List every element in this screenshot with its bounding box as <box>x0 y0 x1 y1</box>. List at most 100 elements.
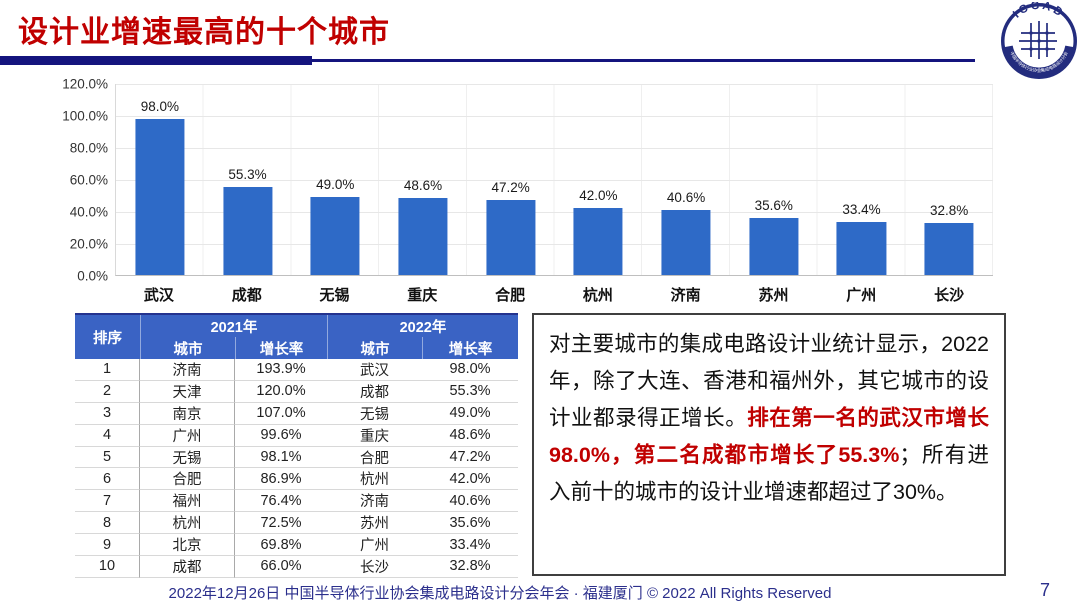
y-tick: 100.0% <box>62 108 108 124</box>
bar-value-label: 32.8% <box>930 202 969 218</box>
ic-grid-icon <box>1019 21 1057 59</box>
y-tick: 80.0% <box>69 140 108 156</box>
x-label: 武汉 <box>143 287 174 304</box>
table-subheader-city: 城市 <box>327 337 422 359</box>
bar-hangzhou <box>573 208 623 275</box>
table-header-2021: 2021年 <box>140 315 327 337</box>
table-cell-rate-2022: 42.0% <box>422 468 518 491</box>
table-cell-rank: 2 <box>75 380 140 403</box>
table-cell-rank: 1 <box>75 359 140 381</box>
table-cell-city-2021: 福州 <box>140 490 235 513</box>
bar-jinan <box>661 210 711 275</box>
table-cell-city-2021: 广州 <box>140 424 235 447</box>
y-tick: 120.0% <box>62 76 108 92</box>
table-cell-rank: 7 <box>75 490 140 513</box>
table-cell-rate-2021: 76.4% <box>235 490 327 513</box>
table-cell-rate-2022: 55.3% <box>422 380 518 403</box>
bar-slot: 98.0% <box>116 84 204 275</box>
table-cell-city-2021: 无锡 <box>140 446 235 469</box>
bar-slot: 40.6% <box>642 84 730 275</box>
table-cell-city-2022: 无锡 <box>327 402 422 425</box>
bar-slot: 55.3% <box>204 84 292 275</box>
bar-chengdu <box>222 186 273 275</box>
table-cell-rank: 4 <box>75 424 140 447</box>
table-subheader-rate: 增长率 <box>235 337 327 359</box>
table-cell-rate-2022: 33.4% <box>422 534 518 557</box>
table-subheader-city: 城市 <box>140 337 235 359</box>
bar-value-label: 47.2% <box>491 179 530 195</box>
table-cell-city-2021: 天津 <box>140 380 235 403</box>
x-label: 苏州 <box>758 287 789 304</box>
bar-guangzhou <box>836 221 887 275</box>
table-cell-rate-2021: 193.9% <box>235 359 327 381</box>
table-cell-rate-2022: 47.2% <box>422 446 518 469</box>
page-title: 设计业增速最高的十个城市 <box>18 16 390 49</box>
table-cell-rate-2021: 72.5% <box>235 512 327 535</box>
table-cell-rate-2021: 120.0% <box>235 380 327 403</box>
bar-value-label: 33.4% <box>842 201 881 217</box>
table-cell-rank: 5 <box>75 446 140 469</box>
y-tick: 0.0% <box>77 268 108 284</box>
growth-bar-chart: 120.0% 100.0% 80.0% 60.0% 40.0% 20.0% 0.… <box>60 76 995 304</box>
x-axis: 武汉 成都 无锡 重庆 合肥 杭州 济南 苏州 广州 长沙 <box>115 280 993 304</box>
table-cell-rate-2021: 66.0% <box>235 556 327 578</box>
table-cell-rank: 8 <box>75 512 140 535</box>
x-label: 广州 <box>846 287 877 304</box>
table-cell-rank: 6 <box>75 468 140 491</box>
summary-note-box: 对主要城市的集成电路设计业统计显示，2022年，除了大连、香港和福州外，其它城市… <box>532 313 1006 576</box>
table-header-rank: 排序 <box>75 315 140 359</box>
table-cell-city-2021: 杭州 <box>140 512 235 535</box>
table-cell-rank: 3 <box>75 402 140 425</box>
bar-value-label: 35.6% <box>754 198 793 214</box>
bar-value-label: 55.3% <box>228 166 267 182</box>
table-cell-city-2022: 武汉 <box>327 359 422 381</box>
bar-chongqing <box>398 197 448 275</box>
table-cell-city-2021: 合肥 <box>140 468 235 491</box>
y-tick: 60.0% <box>69 172 108 188</box>
bar-slot: 49.0% <box>291 84 379 275</box>
table-cell-city-2022: 成都 <box>327 380 422 403</box>
table-cell-city-2022: 合肥 <box>327 446 422 469</box>
bar-value-label: 40.6% <box>666 190 706 206</box>
table-cell-rate-2021: 86.9% <box>235 468 327 491</box>
bar-hefei <box>486 199 536 275</box>
bar-value-label: 42.0% <box>579 188 618 204</box>
table-cell-rate-2021: 107.0% <box>235 402 327 425</box>
table-cell-rate-2022: 32.8% <box>422 556 518 578</box>
bar-wuhan <box>135 119 185 275</box>
note-text-normal: ；所有进入前十的城市的设计业增速都超过了30%。 <box>549 443 989 504</box>
iccad-logo-icon: ICCAD 中国半导体行业协会集成电路设计分会 <box>1001 2 1077 79</box>
x-label: 重庆 <box>407 287 438 304</box>
table-cell-city-2022: 广州 <box>327 534 422 557</box>
bar-changsha <box>924 222 974 275</box>
bar-value-label: 98.0% <box>140 99 179 115</box>
table-cell-rate-2021: 99.6% <box>235 424 327 447</box>
table-cell-city-2021: 成都 <box>140 556 235 578</box>
plot-area: 98.0% 55.3% 49.0% 48.6% 47.2% 42.0% 40.6… <box>115 84 993 276</box>
bar-slot: 47.2% <box>467 84 555 275</box>
x-label: 长沙 <box>934 287 965 304</box>
bar-slot: 33.4% <box>818 84 906 275</box>
bar-wuxi <box>310 197 360 275</box>
table-cell-city-2022: 杭州 <box>327 468 422 491</box>
bar-slot: 48.6% <box>379 84 467 275</box>
bar-slot: 42.0% <box>555 84 643 275</box>
note-text-normal: 对主要城市的集成电路设计业统计显示，2022年，除了大连、香港和福州外，其它城市… <box>549 332 989 430</box>
table-subheader-rate: 增长率 <box>422 337 518 359</box>
footer-credit: 2022年12月26日 中国半导体行业协会集成电路设计分会年会 · 福建厦门 ©… <box>168 585 832 602</box>
bar-value-label: 48.6% <box>403 177 443 193</box>
header-divider-thick <box>0 56 312 65</box>
table-cell-city-2022: 苏州 <box>327 512 422 535</box>
bar-slot: 35.6% <box>730 84 818 275</box>
table-cell-city-2022: 长沙 <box>327 556 422 578</box>
x-label: 济南 <box>670 287 701 304</box>
y-axis: 120.0% 100.0% 80.0% 60.0% 40.0% 20.0% 0.… <box>60 76 108 284</box>
table-cell-rate-2022: 35.6% <box>422 512 518 535</box>
table-cell-rate-2022: 98.0% <box>422 359 518 381</box>
header-divider-thin <box>310 59 975 62</box>
table-cell-city-2021: 北京 <box>140 534 235 557</box>
bar-suzhou <box>749 218 799 275</box>
y-tick: 20.0% <box>69 236 108 252</box>
bar-value-label: 49.0% <box>316 177 355 193</box>
x-label: 杭州 <box>582 287 613 304</box>
